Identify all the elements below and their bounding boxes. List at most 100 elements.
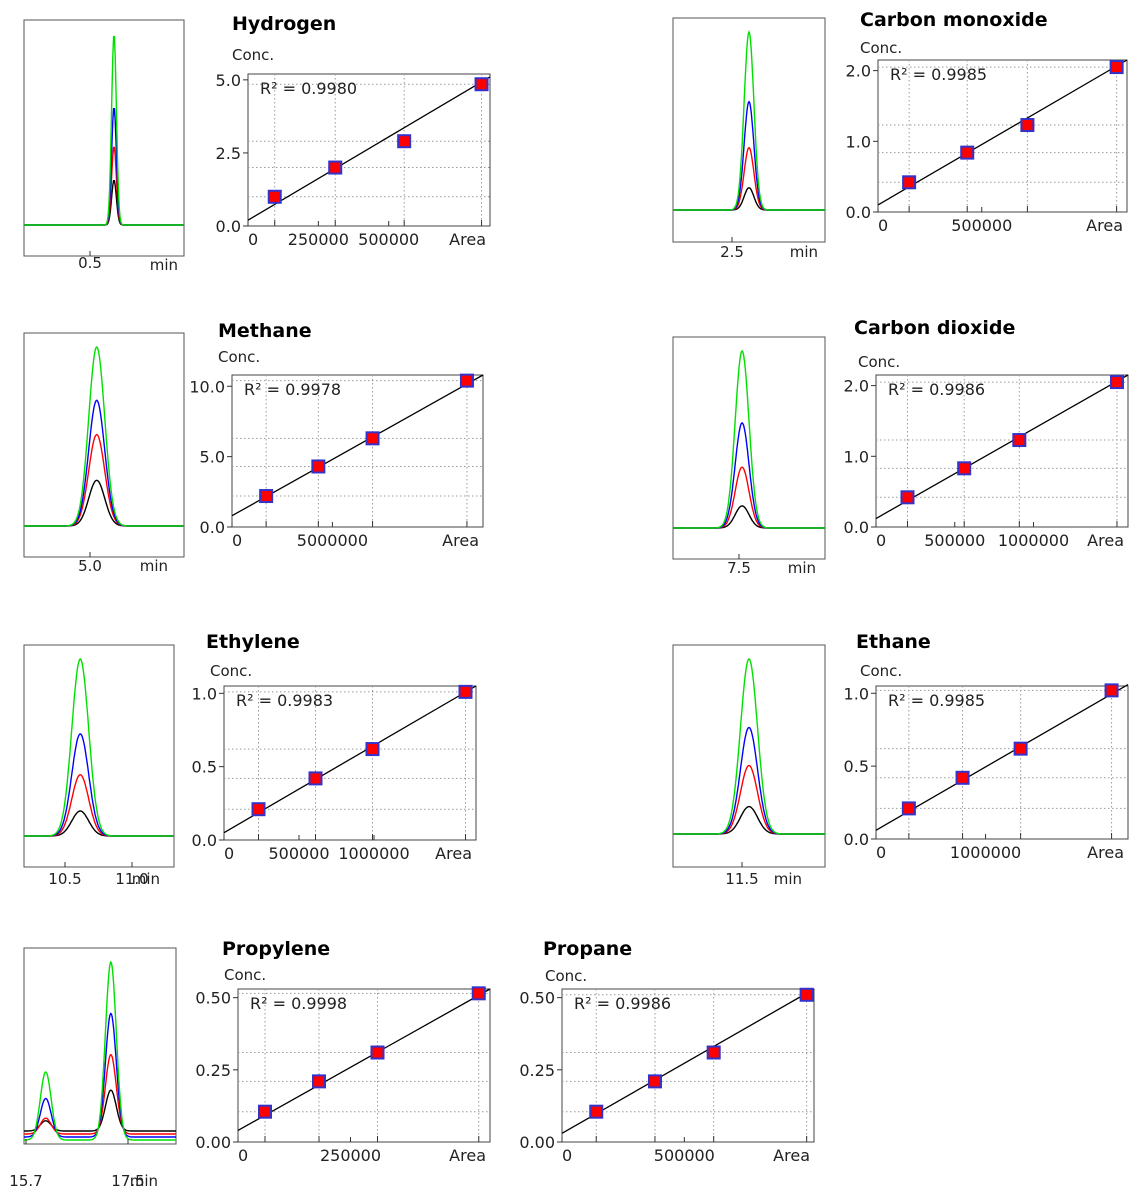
chromatogram-tick-label: 15.7: [9, 1172, 42, 1190]
fit-line: [561, 988, 815, 1134]
chart-title: Carbon dioxide: [854, 317, 1015, 339]
y-axis-label: Conc.: [218, 348, 260, 366]
fit-line: [237, 988, 491, 1132]
data-point: [311, 459, 326, 474]
chromatogram-trace: [673, 658, 825, 835]
fit-line: [231, 374, 484, 517]
y-tick-label: 2.0: [846, 62, 871, 81]
plot-frame: [875, 374, 1129, 528]
r-squared-label: R² = 0.9985: [888, 691, 985, 710]
chromatogram-tick-label: 17.5: [111, 1172, 144, 1190]
r-squared-label: R² = 0.9998: [250, 994, 347, 1013]
data-point: [955, 770, 970, 785]
x-tick-label: 250000: [288, 230, 349, 249]
data-point: [957, 461, 972, 476]
y-axis-label: Conc.: [858, 353, 900, 371]
x-tick-label: 1000000: [950, 843, 1021, 862]
data-point: [901, 801, 916, 816]
data-point: [902, 175, 917, 190]
calibration-plot: 0.00 0.25 0.50 0 250000 Area R² = 0.9998: [195, 986, 491, 1165]
data-point: [308, 771, 323, 786]
x-tick-label: 500000: [951, 216, 1012, 235]
calibration-plot: 0.0 5.0 10.0 0 5000000 Area R² = 0.9978: [189, 373, 484, 550]
plot-frame: [237, 988, 491, 1143]
fit-line: [875, 374, 1129, 520]
chromatogram: 11.5 min: [672, 644, 826, 888]
data-point: [1109, 375, 1124, 390]
y-tick-label: 1.0: [192, 684, 217, 703]
chromatogram-tick-label: 11.5: [725, 870, 758, 888]
chromatogram-trace: [673, 349, 825, 529]
chromatogram-trace: [24, 658, 174, 837]
chromatogram-frame: [672, 17, 826, 243]
chart-title: Methane: [218, 320, 312, 342]
chart-panel: 0.5 min Hydrogen Conc. 0.0 2.5 5.0 0 250000 50000…: [23, 13, 491, 274]
x-tick-label: 250000: [320, 1146, 381, 1165]
chart-panel: Propane Conc. 0.00 0.25 0.50 0 500000 Area R² = …: [519, 938, 815, 1165]
r-squared-label: R² = 0.9983: [236, 691, 333, 710]
r-squared-label: R² = 0.9978: [244, 380, 341, 399]
y-tick-label: 0.00: [519, 1133, 555, 1152]
data-point: [1013, 741, 1028, 756]
chart-title: Propylene: [222, 938, 330, 960]
data-point: [459, 373, 474, 388]
data-point: [1012, 433, 1027, 448]
calibration-plot: 0.0 2.5 5.0 0 250000 500000 Area R² = 0.9980: [216, 71, 491, 249]
data-point: [365, 431, 380, 446]
x-tick-label: 0: [878, 216, 888, 235]
chart-title: Carbon monoxide: [860, 9, 1048, 31]
y-axis-label: Conc.: [210, 662, 252, 680]
data-point: [370, 1045, 385, 1060]
chromatogram-tick-label: 11.0: [115, 870, 148, 888]
y-tick-label: 2.0: [844, 377, 869, 396]
data-point: [365, 742, 380, 757]
chromatogram-trace: [673, 30, 825, 211]
x-tick-label: 500000: [358, 230, 419, 249]
calibration-plot: 0.0 0.5 1.0 0 500000 1000000 Area R² = 0.9983: [192, 684, 477, 863]
x-axis-label: Area: [449, 230, 486, 249]
chromatogram-unit-label: min: [130, 1172, 158, 1190]
chromatogram-tick-label: 2.5: [720, 243, 744, 261]
x-axis-label: Area: [1087, 843, 1124, 862]
plot-frame: [247, 73, 491, 227]
y-tick-label: 0.50: [519, 989, 555, 1008]
x-axis-label: Area: [435, 844, 472, 863]
plot-frame: [877, 59, 1128, 213]
y-tick-label: 1.0: [846, 132, 871, 151]
y-tick-label: 5.0: [200, 448, 225, 467]
chromatogram: 2.5 min: [672, 17, 826, 261]
x-tick-label: 1000000: [998, 531, 1069, 550]
plot-frame: [875, 685, 1129, 840]
y-tick-label: 0.0: [844, 518, 869, 537]
data-point: [960, 145, 975, 160]
y-axis-label: Conc.: [224, 966, 266, 984]
y-tick-label: 5.0: [216, 71, 241, 90]
y-tick-label: 0.0: [192, 831, 217, 850]
y-tick-label: 0.0: [844, 830, 869, 849]
x-tick-label: 500000: [924, 531, 985, 550]
x-axis-label: Area: [773, 1146, 810, 1165]
data-point: [1104, 683, 1119, 698]
chromatogram-trace: [24, 960, 176, 1141]
data-point: [474, 77, 489, 92]
chart-panel: 5.0 min Methane Conc. 0.0 5.0 10.0 0 5000000 Area…: [23, 320, 484, 575]
y-tick-label: 0.25: [195, 1061, 231, 1080]
data-point: [312, 1074, 326, 1089]
data-point: [1020, 118, 1035, 133]
y-tick-label: 1.0: [844, 684, 869, 703]
y-axis-label: Conc.: [232, 46, 274, 64]
chromatogram: 5.0 min: [23, 332, 185, 575]
data-point: [471, 986, 486, 1001]
chromatogram-tick-label: 10.5: [48, 870, 81, 888]
chromatogram: 0.5 min: [23, 19, 185, 274]
x-tick-label: 500000: [268, 844, 329, 863]
y-tick-label: 1.0: [844, 447, 869, 466]
fit-line: [877, 59, 1128, 206]
y-tick-label: 0.25: [519, 1061, 555, 1080]
chromatogram-unit-label: min: [132, 870, 160, 888]
x-tick-label: 0: [224, 844, 234, 863]
data-point: [258, 1104, 272, 1119]
y-tick-label: 0.0: [846, 203, 871, 222]
